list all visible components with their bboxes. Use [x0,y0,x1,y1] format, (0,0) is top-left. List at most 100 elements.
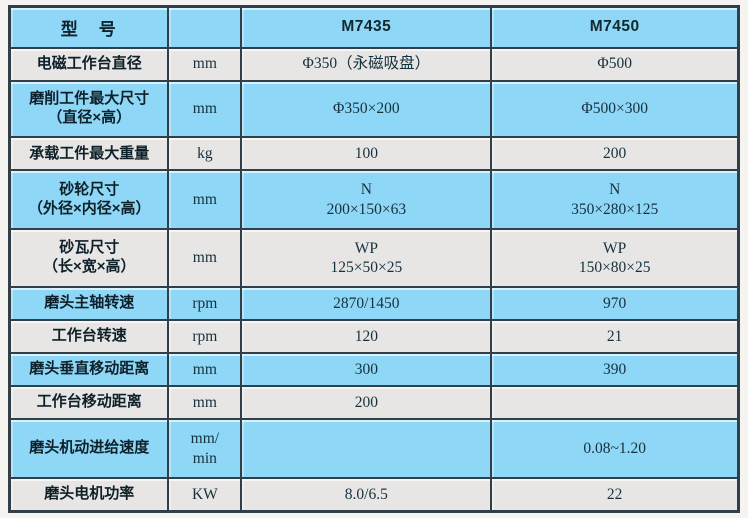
row-sublabel: （长×宽×高） [42,257,136,275]
row-label-cell: 磨头垂直移动距离 [8,352,170,388]
row-unit-cell: mm [167,79,243,139]
row-label-cell: 磨头主轴转速 [8,286,170,322]
value-m7435: N [360,181,372,199]
row-unit-cell: mm [167,169,243,230]
model-a-name: M7435 [341,18,392,36]
row-unit-cell: KW [167,476,243,513]
row-label: 工作台移动距离 [36,393,142,411]
value-m7450-cell [490,385,740,421]
row-unit: mm [192,100,217,118]
row-label-cell: 磨头机动进给速度 [8,418,170,479]
value-m7435: 300 [354,361,378,379]
table-row: 磨头主轴转速 rpm 2870/1450 970 [8,286,740,322]
value-m7435-cell: 300 [240,352,493,388]
row-unit: mm [192,190,217,208]
table-row: 承载工件最大重量 kg 100 200 [8,136,740,172]
table-row: 砂瓦尺寸 （长×宽×高） mm WP 125×50×25 WP 150×80×25 [8,227,740,289]
row-label: 砂瓦尺寸 [59,239,120,257]
table-row: 电磁工作台直径 mm Φ350（永磁吸盘） Φ500 [8,46,740,82]
table-header-row: 型 号 M7435 M7450 [8,5,740,49]
value-m7450: 390 [603,361,627,379]
value-m7435: 100 [354,145,378,163]
row-label-cell: 砂轮尺寸 （外径×内径×高） [8,169,170,230]
row-label-cell: 承载工件最大重量 [8,136,170,172]
row-label-cell: 砂瓦尺寸 （长×宽×高） [8,227,170,289]
table-row: 工作台移动距离 mm 200 [8,385,740,421]
row-unit: mm [192,361,217,379]
value-m7435: 8.0/6.5 [344,485,388,503]
value-m7450-cell: WP 150×80×25 [490,227,740,289]
header-model-label-cell: 型 号 [8,5,170,49]
row-unit: mm/ [190,430,220,448]
value-m7435-cell: Φ350×200 [240,79,493,139]
value-m7435: Φ350（永磁吸盘） [302,55,431,73]
header-unit-cell [167,5,243,49]
row-sublabel: （外径×内径×高） [27,199,151,217]
table-row: 磨头机动进给速度 mm/min 0.08~1.20 [8,418,740,479]
value-m7435-cell [240,418,493,479]
value-m7435-cell: 120 [240,319,493,355]
value-m7435-cell: 2870/1450 [240,286,493,322]
value-m7435: WP [354,239,378,257]
row-unit: KW [191,485,218,503]
table-row: 砂轮尺寸 （外径×内径×高） mm N 200×150×63 N 350×280×12… [8,169,740,230]
row-label: 磨头电机功率 [44,484,135,502]
value-m7450: 22 [606,485,623,503]
row-sublabel: （直径×高） [47,108,132,126]
row-label: 磨削工件最大尺寸 [29,90,150,108]
value-m7435-2: 200×150×63 [326,200,407,218]
value-m7435-cell: WP 125×50×25 [240,227,493,289]
row-label: 砂轮尺寸 [59,180,120,198]
value-m7450: 21 [606,328,623,345]
value-m7450-cell: 200 [490,136,740,172]
row-unit: mm [192,55,217,73]
row-label-cell: 工作台移动距离 [8,385,170,421]
value-m7435-cell: 8.0/6.5 [240,476,493,513]
table-row: 工作台转速 rpm 120 21 [8,319,740,355]
table-row: 磨削工件最大尺寸 （直径×高） mm Φ350×200 Φ500×300 [8,79,740,139]
value-m7450: WP [603,239,627,257]
row-label: 磨头垂直移动距离 [29,360,150,378]
row-label: 磨头机动进给速度 [29,439,150,457]
value-m7435-cell: Φ350（永磁吸盘） [240,46,493,82]
value-m7450-cell: N 350×280×125 [490,169,740,230]
value-m7450-2: 350×280×125 [571,200,659,218]
row-label-cell: 磨削工件最大尺寸 （直径×高） [8,79,170,139]
row-unit-cell: mm/min [167,418,243,479]
row-label: 磨头主轴转速 [44,294,135,312]
table-row: 磨头垂直移动距离 mm 300 390 [8,352,740,388]
header-model-b-cell: M7450 [490,5,740,49]
value-m7450-2: 150×80×25 [578,258,651,276]
row-unit-cell: rpm [167,286,243,322]
row-unit-cell: rpm [167,319,243,355]
value-m7450-cell: 21 [490,319,740,355]
value-m7435-2: 125×50×25 [330,258,403,276]
value-m7450-cell: 22 [490,476,740,513]
value-m7435: 200 [354,394,378,412]
value-m7450-cell: Φ500×300 [490,79,740,139]
row-unit: mm [192,394,217,412]
row-unit-cell: kg [167,136,243,172]
value-m7450-cell: 390 [490,352,740,388]
row-label-cell: 电磁工作台直径 [8,46,170,82]
row-unit: rpm [192,294,218,312]
row-unit: kg [197,145,213,163]
row-unit-cell: mm [167,385,243,421]
value-m7435-cell: 100 [240,136,493,172]
row-unit-cell: mm [167,227,243,289]
row-label: 工作台转速 [51,327,127,345]
value-m7450: Φ500×300 [581,100,648,118]
row-unit: rpm [192,328,218,345]
row-unit-2: min [192,449,217,467]
row-label-cell: 工作台转速 [8,319,170,355]
table-row: 磨头电机功率 KW 8.0/6.5 22 [8,476,740,513]
model-label: 型 号 [60,19,118,39]
value-m7435-cell: N 200×150×63 [240,169,493,230]
row-label: 电磁工作台直径 [36,54,142,72]
value-m7435: Φ350×200 [333,100,400,118]
row-unit-cell: mm [167,46,243,82]
value-m7450: 200 [603,145,627,163]
value-m7450-cell: 970 [490,286,740,322]
row-label: 承载工件最大重量 [29,144,150,162]
